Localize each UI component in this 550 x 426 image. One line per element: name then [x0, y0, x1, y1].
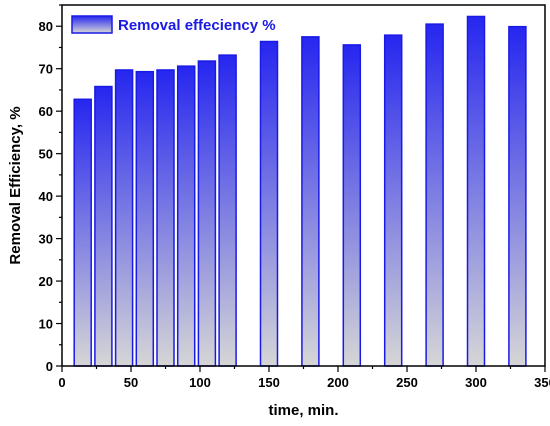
- x-axis-ticks: 0 50 100 150 200 250 300 350: [58, 366, 550, 390]
- bar-270: [425, 23, 444, 367]
- bar-210: [342, 44, 362, 367]
- bar-180: [301, 36, 320, 367]
- y-tick-label: 10: [39, 317, 53, 332]
- y-tick-label: 80: [39, 19, 53, 34]
- bar-60: [135, 70, 155, 367]
- y-tick-label: 70: [39, 62, 53, 77]
- legend-swatch: [71, 15, 113, 34]
- y-tick-label: 60: [39, 104, 53, 119]
- legend: Removal effeciency %: [71, 15, 276, 34]
- x-tick-label: 250: [396, 375, 418, 390]
- bars-group: [73, 15, 527, 367]
- bar-150: [259, 40, 279, 367]
- bar-75: [156, 69, 175, 367]
- y-tick-label: 40: [39, 189, 53, 204]
- x-tick-label: 300: [465, 375, 487, 390]
- bar-300: [466, 15, 486, 367]
- y-tick-label: 50: [39, 147, 53, 162]
- x-tick-label: 50: [124, 375, 138, 390]
- legend-label: Removal effeciency %: [118, 17, 276, 34]
- x-tick-label: 350: [534, 375, 550, 390]
- bar-330: [508, 25, 527, 367]
- x-tick-label: 100: [189, 375, 211, 390]
- y-axis-label: Removal Efficiency, %: [7, 106, 24, 264]
- y-tick-label: 20: [39, 274, 53, 289]
- x-tick-label: 150: [258, 375, 280, 390]
- y-axis-ticks: 0 10 20 30 40 50 60 70 80: [39, 4, 62, 374]
- y-tick-label: 30: [39, 232, 53, 247]
- bar-45: [114, 69, 134, 367]
- bar-30: [94, 85, 113, 367]
- y-tick-label: 0: [46, 359, 53, 374]
- x-axis-label: time, min.: [268, 402, 338, 419]
- x-tick-label: 200: [327, 375, 349, 390]
- bar-15: [73, 98, 92, 367]
- bar-240: [383, 34, 403, 367]
- bar-120: [218, 54, 237, 367]
- bar-105: [197, 60, 217, 367]
- bar-90: [176, 65, 196, 367]
- x-tick-label: 0: [58, 375, 65, 390]
